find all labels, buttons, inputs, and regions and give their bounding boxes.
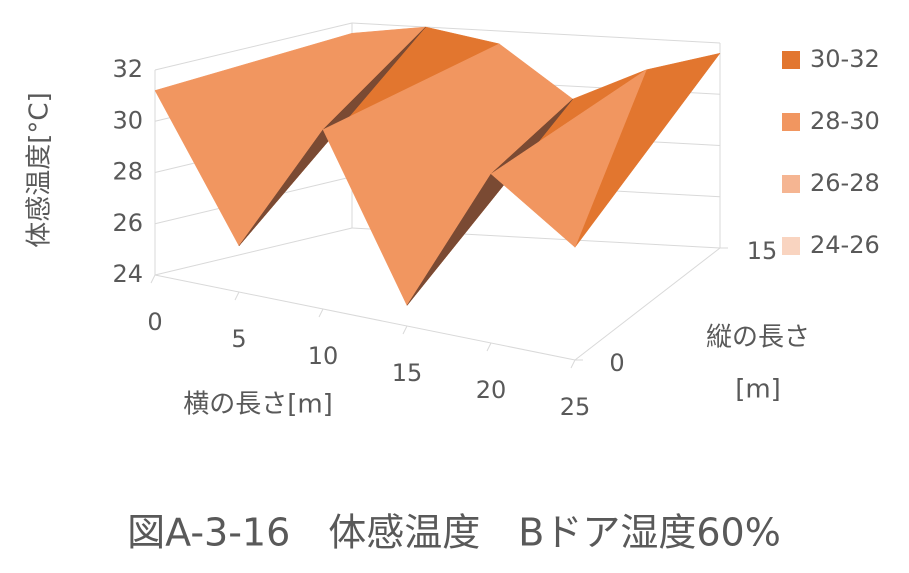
surface-facet bbox=[154, 32, 353, 247]
grid-line bbox=[154, 22, 353, 71]
x-tick-label: 20 bbox=[476, 376, 507, 404]
z-tick-label: 24 bbox=[112, 260, 143, 288]
x-tick-label: 10 bbox=[308, 342, 339, 370]
z-tick-label: 28 bbox=[112, 158, 143, 186]
legend-label: 24-26 bbox=[810, 231, 880, 259]
x-axis-title: 横の長さ[m] bbox=[183, 390, 333, 420]
depth-axis-title: 縦の長さ bbox=[706, 323, 810, 353]
x-tick-mark bbox=[486, 342, 492, 352]
chart-caption: 図A-3-16 体感温度 Bドア湿度60% bbox=[127, 511, 781, 555]
x-tick-label: 25 bbox=[560, 393, 591, 421]
x-tick-mark bbox=[150, 274, 156, 284]
x-tick-mark bbox=[402, 325, 408, 335]
legend-swatch bbox=[782, 175, 800, 193]
legend-swatch bbox=[782, 51, 800, 69]
depth-tick-label: 15 bbox=[747, 237, 778, 265]
surface-facet bbox=[322, 43, 500, 307]
z-tick-label: 30 bbox=[112, 106, 143, 134]
grid-line bbox=[351, 22, 721, 44]
legend-swatch bbox=[782, 113, 800, 131]
z-tick-label: 26 bbox=[112, 209, 143, 237]
x-tick-label: 5 bbox=[231, 325, 246, 353]
z-tick-label: 32 bbox=[112, 55, 143, 83]
x-tick-label: 0 bbox=[147, 308, 162, 336]
legend-label: 30-32 bbox=[810, 45, 880, 73]
legend-swatch bbox=[782, 237, 800, 255]
x-tick-mark bbox=[570, 359, 576, 369]
grid-line bbox=[154, 227, 353, 276]
legend-label: 28-30 bbox=[810, 107, 880, 135]
x-tick-mark bbox=[318, 308, 324, 318]
legend-label: 26-28 bbox=[810, 169, 880, 197]
z-axis-title: 体感温度[°C] bbox=[25, 92, 55, 247]
axis-edge bbox=[154, 274, 576, 361]
x-tick-label: 15 bbox=[392, 359, 423, 387]
surface-facet bbox=[490, 69, 647, 248]
depth-axis-title: [m] bbox=[735, 375, 781, 405]
axis-edge bbox=[574, 247, 721, 361]
depth-tick-label: 0 bbox=[609, 349, 624, 377]
x-tick-mark bbox=[234, 291, 240, 301]
